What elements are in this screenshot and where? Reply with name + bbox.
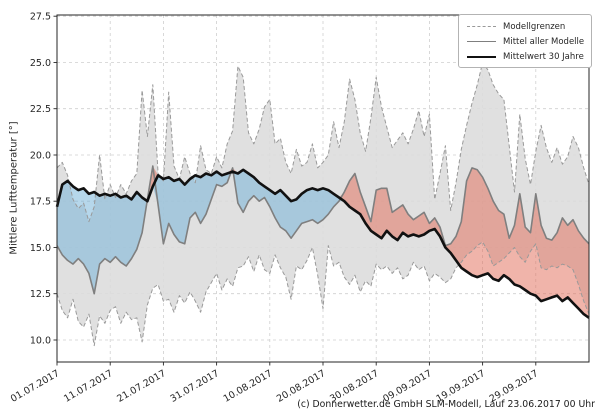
y-tick-label: 22.5 <box>30 104 51 115</box>
colder-than-normal-fill <box>57 169 589 318</box>
legend-item-mittel-aller-modelle: Mittel aller Modelle <box>459 34 591 49</box>
x-tick-label: 31.07.2017 <box>168 368 221 405</box>
legend-label: Mittelwert 30 Jahre <box>503 51 584 62</box>
model-min-line <box>56 241 590 347</box>
model-mean-line <box>56 165 590 295</box>
x-tick-label: 21.07.2017 <box>115 368 168 405</box>
copyright-footer: (c) Donnerwetter.de GmbH SLM-Modell, Lau… <box>297 399 595 410</box>
x-tick-label: 10.08.2017 <box>222 368 275 405</box>
black-line-sample-icon <box>467 55 496 58</box>
model-max-line <box>56 62 590 223</box>
y-tick-label: 17.5 <box>30 197 51 208</box>
legend: Modellgrenzen Mittel aller Modelle Mitte… <box>458 14 592 68</box>
x-tick-label: 11.07.2017 <box>62 368 115 405</box>
y-tick-label: 20.0 <box>30 150 51 161</box>
dashed-line-sample-icon <box>467 26 496 27</box>
gray-line-sample-icon <box>467 41 496 42</box>
y-tick-label: 27.5 <box>30 12 51 23</box>
legend-label: Modellgrenzen <box>503 21 566 32</box>
legend-item-mittelwert-30-jahre: Mittelwert 30 Jahre <box>459 49 591 64</box>
x-tick-label: 01.07.2017 <box>9 368 62 405</box>
y-axis-title: Mittlere Lufttemperatur [°] <box>8 121 20 255</box>
y-tick-label: 15.0 <box>30 243 51 254</box>
warmer-than-normal-fill <box>57 166 589 318</box>
legend-label: Mittel aller Modelle <box>503 36 585 47</box>
30-year-mean-line <box>55 168 590 319</box>
legend-item-modellgrenzen: Modellgrenzen <box>459 19 591 34</box>
y-tick-label: 10.0 <box>30 335 51 346</box>
y-tick-label: 12.5 <box>30 289 51 300</box>
y-tick-label: 25.0 <box>30 58 51 69</box>
